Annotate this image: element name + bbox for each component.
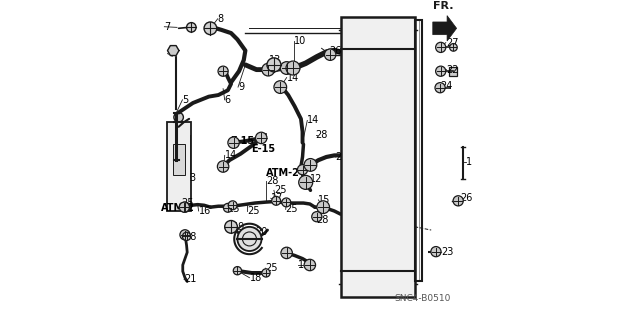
Text: 8: 8 — [218, 14, 224, 24]
Text: 15: 15 — [319, 195, 331, 205]
Circle shape — [312, 211, 322, 222]
Text: 21: 21 — [184, 274, 196, 284]
Circle shape — [282, 198, 291, 207]
Text: 25: 25 — [227, 204, 239, 214]
Text: E-15: E-15 — [251, 144, 275, 154]
Circle shape — [317, 201, 330, 213]
Circle shape — [228, 201, 237, 210]
Bar — [415, 20, 422, 281]
Text: 28: 28 — [316, 130, 328, 140]
Text: 11: 11 — [298, 260, 310, 270]
Text: 25: 25 — [285, 204, 298, 214]
Circle shape — [304, 159, 317, 171]
Circle shape — [180, 230, 190, 240]
Text: E-15: E-15 — [230, 136, 255, 146]
Circle shape — [267, 58, 281, 72]
Circle shape — [280, 62, 293, 74]
Circle shape — [281, 247, 292, 259]
Text: 2: 2 — [335, 152, 342, 162]
Text: 25: 25 — [181, 198, 193, 208]
Circle shape — [174, 113, 184, 122]
Circle shape — [180, 202, 190, 212]
Bar — [166, 122, 191, 211]
Circle shape — [237, 227, 262, 251]
Text: 19: 19 — [232, 222, 245, 232]
Text: 9: 9 — [238, 82, 244, 92]
Circle shape — [435, 83, 445, 93]
Circle shape — [182, 232, 191, 241]
Text: 25: 25 — [266, 263, 278, 273]
Circle shape — [274, 81, 287, 93]
Circle shape — [436, 42, 446, 52]
Bar — [449, 67, 456, 76]
Circle shape — [450, 44, 457, 51]
Text: SNC4-B0510: SNC4-B0510 — [395, 294, 451, 303]
Text: 28: 28 — [266, 176, 278, 186]
Text: 16: 16 — [198, 206, 211, 216]
Text: 27: 27 — [446, 38, 458, 48]
Circle shape — [272, 197, 280, 205]
Text: FR.: FR. — [433, 1, 453, 11]
Circle shape — [218, 161, 229, 172]
Circle shape — [299, 175, 313, 189]
Text: 4: 4 — [168, 49, 173, 59]
Text: 14: 14 — [225, 150, 237, 160]
Text: 5: 5 — [182, 95, 189, 105]
Text: 24: 24 — [441, 81, 453, 92]
Text: 12: 12 — [310, 174, 322, 184]
Circle shape — [218, 66, 228, 76]
Text: ATM-2: ATM-2 — [161, 203, 195, 213]
Text: 22: 22 — [447, 65, 459, 75]
Text: 10: 10 — [294, 36, 306, 46]
Text: 25: 25 — [247, 206, 260, 216]
Circle shape — [204, 22, 217, 35]
Text: 14: 14 — [307, 115, 319, 125]
Text: 25: 25 — [274, 185, 287, 195]
Bar — [340, 17, 415, 297]
Polygon shape — [168, 46, 179, 56]
Circle shape — [298, 165, 308, 175]
Circle shape — [179, 202, 189, 212]
Text: 13: 13 — [269, 55, 282, 65]
Circle shape — [225, 220, 237, 233]
Text: 23: 23 — [442, 247, 454, 257]
Circle shape — [228, 137, 239, 148]
Text: 18: 18 — [250, 273, 262, 283]
Circle shape — [187, 23, 196, 32]
Circle shape — [324, 49, 336, 60]
Circle shape — [233, 267, 241, 275]
Bar — [173, 144, 184, 175]
Text: 14: 14 — [257, 133, 269, 143]
Circle shape — [453, 196, 463, 206]
Text: 7: 7 — [164, 22, 171, 32]
Polygon shape — [433, 16, 456, 41]
Text: 3: 3 — [189, 173, 196, 183]
Circle shape — [431, 247, 441, 257]
Text: 28: 28 — [316, 215, 328, 225]
Text: 26: 26 — [460, 193, 472, 203]
Circle shape — [255, 132, 267, 144]
Circle shape — [262, 269, 270, 277]
Text: ATM-2: ATM-2 — [266, 168, 300, 178]
Circle shape — [304, 259, 316, 271]
Text: 17: 17 — [271, 193, 283, 203]
Text: 14: 14 — [287, 72, 299, 83]
Text: 20: 20 — [255, 226, 268, 237]
Text: 28: 28 — [184, 232, 196, 242]
Text: 1: 1 — [466, 157, 472, 167]
Circle shape — [223, 204, 232, 212]
Circle shape — [286, 61, 300, 75]
Circle shape — [262, 63, 275, 76]
Text: 26: 26 — [330, 46, 342, 56]
Circle shape — [436, 66, 446, 76]
Text: 6: 6 — [225, 95, 231, 105]
